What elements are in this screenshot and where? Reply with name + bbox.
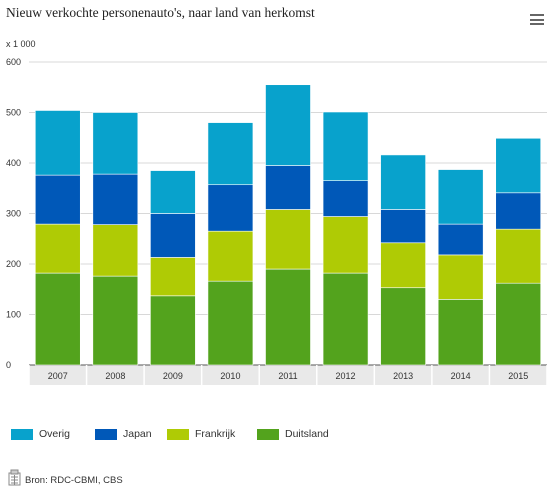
bar-overig-2007	[34, 110, 81, 176]
x-tick-label: 2013	[393, 371, 413, 381]
x-tick-label: 2011	[278, 371, 297, 381]
y-axis-unit-label: x 1 000	[6, 39, 36, 49]
legend-item-overig[interactable]: Overig	[11, 426, 70, 442]
y-tick-label: 100	[6, 310, 21, 320]
bar-japan-2007	[34, 174, 81, 225]
chart-legend: Overig Japan Frankrijk Duitsland	[11, 426, 511, 444]
legend-label: Overig	[39, 428, 70, 440]
legend-label: Frankrijk	[195, 428, 236, 440]
y-tick-label: 300	[6, 209, 21, 219]
legend-swatch	[257, 428, 279, 440]
bar-frankrijk-2009	[150, 257, 196, 297]
bar-duitsland-2010	[207, 280, 254, 366]
source-text: Bron: RDC-CBMI, CBS	[25, 475, 123, 486]
bar-frankrijk-2013	[380, 242, 426, 289]
legend-label: Japan	[123, 428, 152, 440]
bar-overig-2015	[495, 137, 542, 194]
bar-frankrijk-2014	[437, 254, 484, 300]
x-tick-label: 2008	[105, 371, 125, 381]
document-table-icon	[8, 469, 21, 486]
bar-duitsland-2007	[34, 272, 81, 366]
bar-japan-2009	[150, 213, 196, 258]
bar-overig-2014	[437, 169, 484, 225]
x-tick-label: 2010	[220, 371, 240, 381]
hamburger-menu-icon[interactable]	[530, 14, 544, 25]
x-tick-label: 2015	[508, 371, 528, 381]
bar-frankrijk-2011	[265, 209, 311, 270]
x-tick-label: 2014	[451, 371, 471, 381]
bar-duitsland-2015	[495, 282, 542, 366]
bar-japan-2013	[380, 209, 426, 244]
bar-frankrijk-2012	[322, 216, 369, 274]
y-tick-label: 600	[6, 57, 21, 67]
bar-duitsland-2012	[322, 272, 369, 366]
legend-swatch	[95, 428, 117, 440]
bar-japan-2015	[495, 192, 542, 230]
bar-duitsland-2008	[92, 275, 139, 366]
legend-label: Duitsland	[285, 428, 329, 440]
bar-duitsland-2013	[380, 287, 426, 366]
x-axis-band	[29, 365, 547, 385]
bar-frankrijk-2007	[34, 223, 81, 274]
bar-overig-2013	[380, 154, 426, 210]
y-tick-label: 500	[6, 108, 21, 118]
y-tick-label: 0	[6, 360, 11, 370]
bar-frankrijk-2015	[495, 228, 542, 284]
bar-overig-2009	[150, 170, 196, 214]
bar-japan-2012	[322, 180, 369, 217]
bar-overig-2008	[92, 112, 139, 175]
bar-frankrijk-2010	[207, 230, 254, 282]
legend-item-frankrijk[interactable]: Frankrijk	[167, 426, 235, 442]
bar-duitsland-2014	[437, 299, 484, 366]
legend-item-duitsland[interactable]: Duitsland	[257, 426, 329, 442]
stacked-bar-chart: 0 100 200 300 400 500 600 2007 2008 2009 2010 2011 2…	[6, 57, 548, 385]
x-tick-label: 2007	[48, 371, 68, 381]
x-tick-label: 2012	[336, 371, 356, 381]
legend-swatch	[11, 428, 33, 440]
bar-duitsland-2011	[265, 268, 311, 366]
x-tick-label: 2009	[163, 371, 183, 381]
bar-japan-2014	[437, 223, 484, 256]
bar-frankrijk-2008	[92, 224, 139, 277]
legend-item-japan[interactable]: Japan	[95, 426, 152, 442]
legend-swatch	[167, 428, 189, 440]
chart-title: Nieuw verkochte personenauto's, naar lan…	[6, 5, 315, 20]
y-tick-label: 200	[6, 259, 21, 269]
source-note: Bron: RDC-CBMI, CBS	[8, 464, 123, 486]
bar-overig-2010	[207, 122, 254, 186]
y-tick-label: 400	[6, 158, 21, 168]
bar-duitsland-2009	[150, 295, 196, 366]
bar-overig-2012	[322, 111, 369, 181]
bar-japan-2010	[207, 184, 254, 232]
bar-japan-2011	[265, 165, 311, 210]
bar-japan-2008	[92, 173, 139, 225]
bar-overig-2011	[265, 84, 311, 166]
